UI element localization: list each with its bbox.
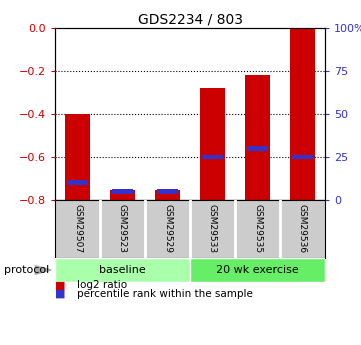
Text: baseline: baseline [99, 265, 146, 275]
Text: 20 wk exercise: 20 wk exercise [216, 265, 299, 275]
Bar [292, 155, 313, 159]
Bar [112, 189, 133, 194]
Title: GDS2234 / 803: GDS2234 / 803 [138, 13, 243, 27]
Text: GSM29529: GSM29529 [163, 205, 172, 254]
Text: GSM29533: GSM29533 [208, 205, 217, 254]
Bar [157, 189, 178, 194]
Bar [202, 155, 223, 159]
Text: protocol: protocol [4, 265, 49, 275]
Bar [67, 180, 88, 185]
Bar [110, 190, 135, 200]
Bar [190, 258, 325, 282]
Bar [65, 114, 90, 200]
Bar [247, 146, 268, 151]
Polygon shape [35, 266, 51, 274]
Text: GSM29507: GSM29507 [73, 205, 82, 254]
Text: GSM29523: GSM29523 [118, 205, 127, 254]
Bar [55, 258, 190, 282]
Bar [155, 190, 180, 200]
Text: log2 ratio: log2 ratio [77, 280, 127, 290]
Text: GSM29535: GSM29535 [253, 205, 262, 254]
Bar [245, 75, 270, 200]
Text: ■: ■ [55, 289, 65, 299]
Bar [290, 29, 315, 200]
Text: ■: ■ [55, 280, 65, 290]
Text: GSM29536: GSM29536 [298, 205, 307, 254]
Bar [200, 88, 225, 200]
Text: percentile rank within the sample: percentile rank within the sample [77, 289, 253, 299]
